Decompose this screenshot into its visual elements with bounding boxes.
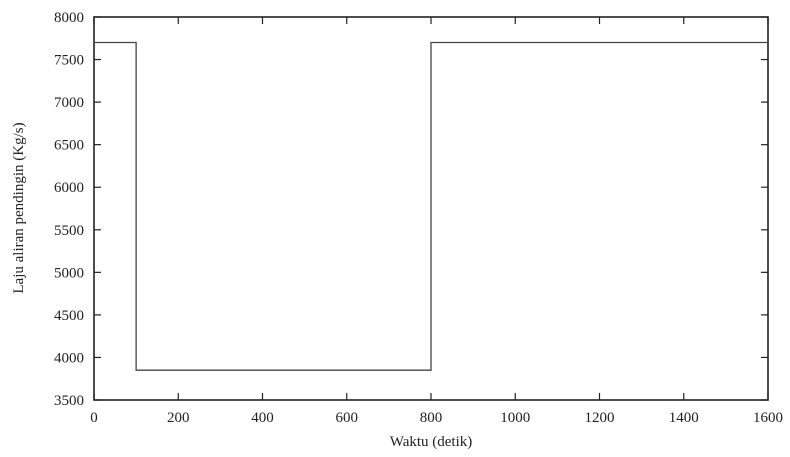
y-tick-label: 3500 — [54, 393, 84, 409]
y-tick-label: 6000 — [54, 180, 84, 196]
x-axis-title: Waktu (detik) — [390, 434, 473, 450]
x-tick-label: 1200 — [585, 410, 615, 426]
y-tick-label: 5500 — [54, 223, 84, 239]
series-layer — [94, 41, 768, 371]
y-tick-label: 7500 — [54, 53, 84, 69]
y-tick-label: 8000 — [54, 10, 84, 26]
y-axis-title: Laju aliran pendingin (Kg/s) — [11, 122, 27, 293]
x-tick-label: 1400 — [669, 410, 699, 426]
x-tick-label: 600 — [336, 410, 359, 426]
y-axis-ticks: 3500 4000 4500 5000 5500 6000 6500 7000 7500 8000 — [54, 10, 768, 409]
x-tick-label: 400 — [251, 410, 274, 426]
x-tick-label: 800 — [420, 410, 443, 426]
y-tick-label: 5000 — [54, 265, 84, 281]
x-tick-label: 0 — [90, 410, 98, 426]
x-axis-ticks: 0 200 400 600 800 1000 1200 1400 1600 — [90, 17, 783, 426]
x-tick-label: 1600 — [753, 410, 783, 426]
y-tick-label: 6500 — [54, 138, 84, 154]
y-tick-label: 4500 — [54, 308, 84, 324]
y-tick-label: 7000 — [54, 95, 84, 111]
y-tick-label: 4000 — [54, 350, 84, 366]
flow-rate-line — [94, 41, 768, 371]
x-tick-label: 200 — [167, 410, 190, 426]
x-tick-label: 1000 — [500, 410, 530, 426]
